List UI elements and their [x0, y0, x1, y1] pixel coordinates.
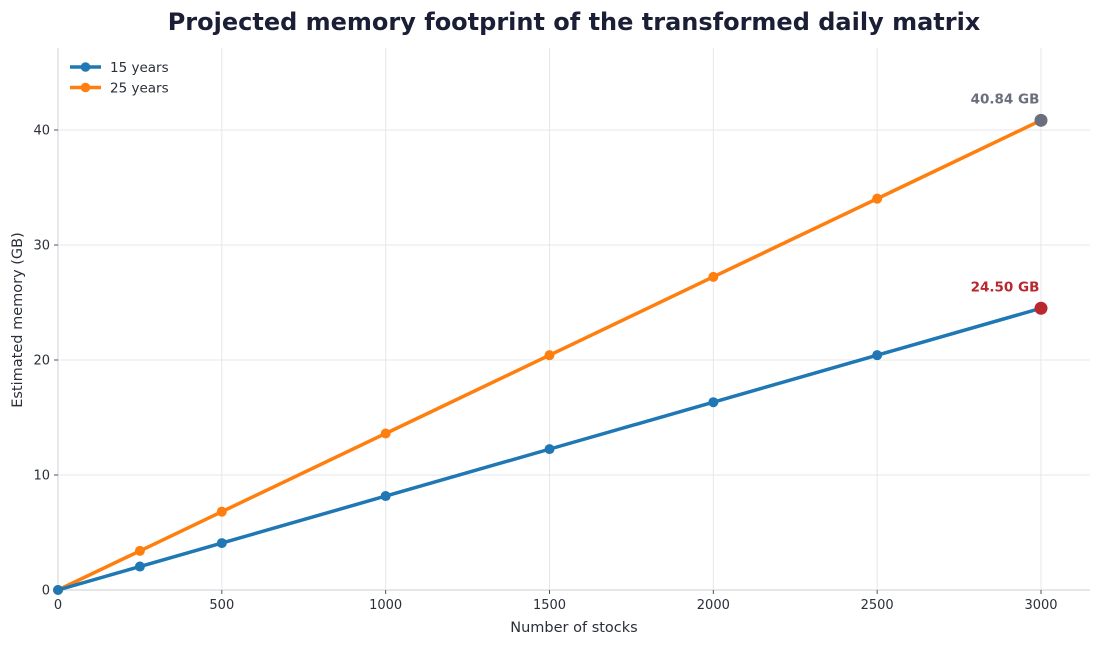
x-tick-label: 1500 [533, 598, 566, 613]
endpoint-label: 40.84 GB [971, 91, 1040, 107]
y-axis-label: Estimated memory (GB) [10, 232, 26, 408]
data-point [216, 538, 227, 549]
data-point [134, 561, 145, 572]
series-15-years [53, 306, 1043, 595]
y-tick-label: 30 [33, 239, 50, 254]
x-tick-label: 1000 [369, 598, 402, 613]
endpoint-marker [1034, 301, 1048, 315]
y-tick-label: 20 [33, 354, 50, 369]
legend: 15 years 25 years [70, 60, 169, 97]
x-tick-label: 0 [54, 598, 62, 613]
chart-title: Projected memory footprint of the transf… [168, 8, 981, 36]
grid-lines [57, 48, 1090, 591]
data-point [708, 397, 719, 408]
x-tick-label: 2000 [697, 598, 730, 613]
data-point [872, 193, 883, 204]
axes: 0 500 1000 1500 2000 2500 3000 0 10 20 30 40 [33, 48, 1090, 613]
data-point [380, 428, 391, 439]
data-point [872, 350, 883, 361]
legend-swatch-marker [80, 62, 91, 72]
endpoint-label: 24.50 GB [971, 279, 1040, 295]
data-point [544, 444, 555, 455]
y-tick-label: 40 [33, 124, 50, 139]
data-point [134, 545, 145, 556]
x-axis-label: Number of stocks [510, 620, 637, 636]
data-point [380, 491, 391, 502]
series-25-years [53, 118, 1043, 595]
series-layer [53, 118, 1043, 595]
endpoint-marker [1034, 113, 1048, 127]
x-tick-label: 2500 [861, 598, 894, 613]
legend-swatch-marker [80, 82, 91, 93]
data-point [544, 350, 555, 361]
data-point [216, 506, 227, 517]
y-tick-label: 0 [42, 584, 50, 599]
annotations: 40.84 GB 24.50 GB [971, 91, 1048, 315]
x-tick-label: 3000 [1024, 598, 1057, 613]
series-line [56, 306, 1043, 592]
series-line [56, 118, 1043, 592]
data-point [53, 585, 63, 595]
data-point [708, 271, 719, 282]
legend-label: 25 years [110, 81, 169, 97]
y-tick-label: 10 [33, 469, 50, 484]
x-tick-label: 500 [209, 598, 234, 613]
legend-label: 15 years [110, 60, 169, 76]
legend-item: 25 years [70, 81, 169, 97]
legend-item: 15 years [70, 60, 169, 76]
